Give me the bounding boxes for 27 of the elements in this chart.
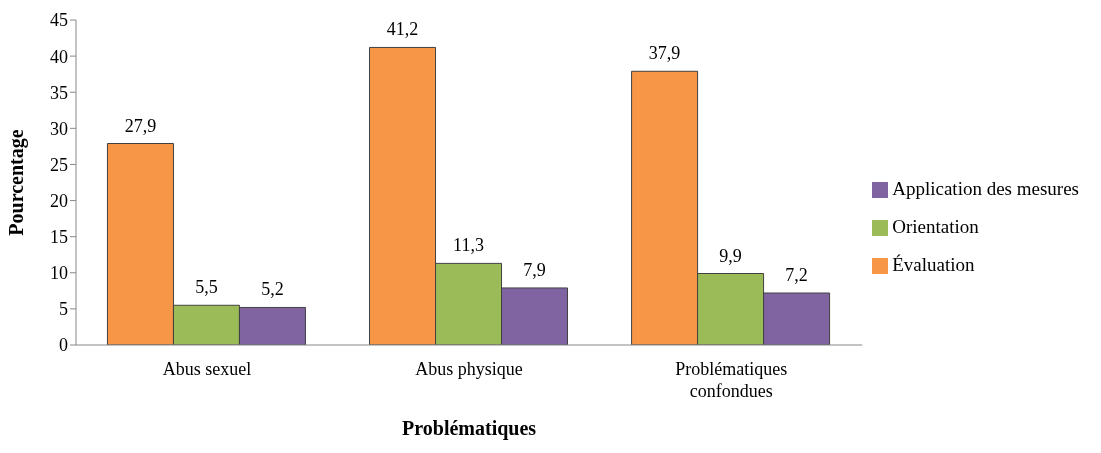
y-tick-label: 5 <box>59 299 68 320</box>
data-label: 5,2 <box>261 279 284 300</box>
y-tick-label: 10 <box>50 263 68 284</box>
x-axis-title: Problématiques <box>402 417 537 440</box>
data-label: 11,3 <box>453 235 484 256</box>
y-axis-title: Pourcentage <box>5 129 29 236</box>
x-tick-label: Abus physique <box>415 359 523 380</box>
y-tick-label: 15 <box>50 227 68 248</box>
data-label: 41,2 <box>386 19 419 40</box>
y-tick-label: 30 <box>50 118 68 139</box>
y-tick-label: 20 <box>50 190 68 211</box>
data-label: 7,9 <box>523 259 546 280</box>
y-tick-label: 0 <box>59 335 68 356</box>
y-tick-label: 45 <box>50 10 68 31</box>
legend-label: Orientation <box>892 215 979 237</box>
data-label: 27,9 <box>124 115 157 136</box>
legend-label: Application des mesures <box>892 177 1079 199</box>
data-label: 5,5 <box>195 277 218 298</box>
y-tick-label: 25 <box>50 154 68 175</box>
y-tick-label: 35 <box>50 82 68 103</box>
y-tick-label: 40 <box>50 46 68 67</box>
x-tick-label: Abus sexuel <box>162 359 252 380</box>
legend-label: Évaluation <box>892 253 975 275</box>
x-tick-label: Problématiques confondues <box>675 359 788 401</box>
data-label: 9,9 <box>719 245 742 266</box>
data-label: 37,9 <box>648 43 681 64</box>
data-label: 7,2 <box>785 265 808 285</box>
